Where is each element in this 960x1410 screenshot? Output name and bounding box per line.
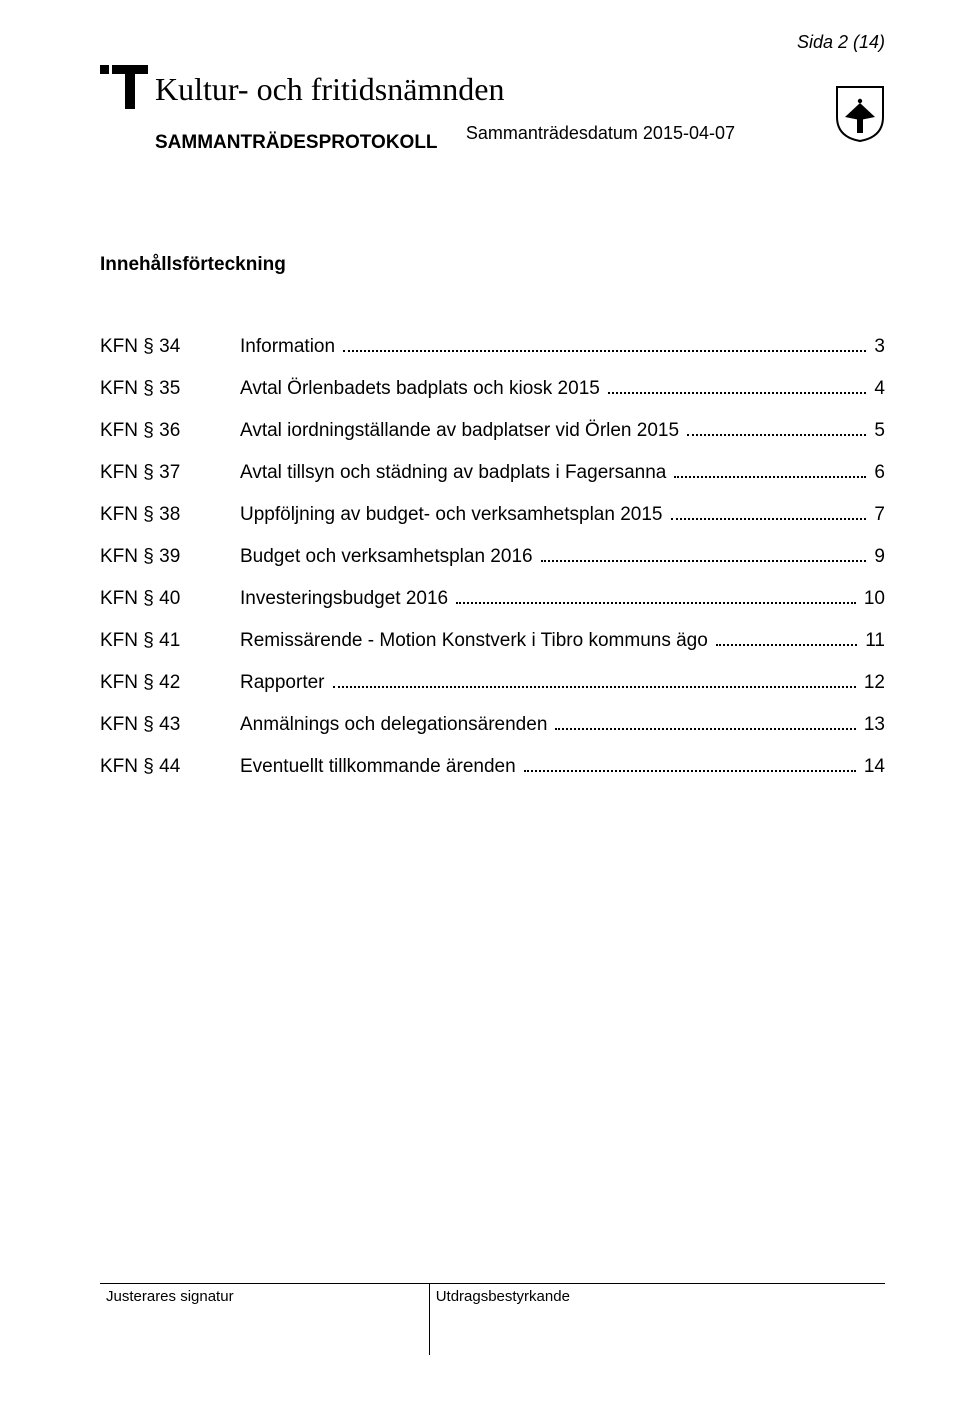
body: Innehållsförteckning KFN § 34Information… [100,254,885,778]
toc-key: KFN § 38 [100,504,240,526]
toc-page: 6 [870,462,885,484]
toc-text: Budget och verksamhetsplan 2016 [240,546,537,568]
toc-heading: Innehållsförteckning [100,254,885,276]
toc-text: Information [240,336,339,358]
toc-key: KFN § 34 [100,336,240,358]
toc-key: KFN § 37 [100,462,240,484]
toc-page: 11 [861,630,885,652]
toc-page: 14 [860,756,885,778]
toc-page: 7 [870,504,885,526]
toc-row: KFN § 34Information 3 [100,336,885,358]
main-title: Kultur- och fritidsnämnden [155,65,885,108]
toc-row: KFN § 37Avtal tillsyn och städning av ba… [100,462,885,484]
footer-left: Justerares signatur [100,1284,430,1355]
toc-dots [687,434,866,436]
toc-key: KFN § 40 [100,588,240,610]
toc-row: KFN § 40Investeringsbudget 2016 10 [100,588,885,610]
page-number: Sida 2 (14) [797,32,885,53]
toc-dots [671,518,867,520]
page: Sida 2 (14) Kultur- och fritidsnämnden S… [0,0,960,1410]
toc-key: KFN § 42 [100,672,240,694]
toc-text: Anmälnings och delegationsärenden [240,714,551,736]
toc-dots [333,686,856,688]
toc-dots [524,770,856,772]
footer: Justerares signatur Utdragsbestyrkande [100,1283,885,1355]
toc-key: KFN § 41 [100,630,240,652]
toc-text: Avtal Örlenbadets badplats och kiosk 201… [240,378,604,400]
toc-text: Remissärende - Motion Konstverk i Tibro … [240,630,712,652]
header: Kultur- och fritidsnämnden SAMMANTRÄDESP… [100,65,885,154]
toc-key: KFN § 44 [100,756,240,778]
toc-row: KFN § 36Avtal iordningställande av badpl… [100,420,885,442]
toc-dots [456,602,856,604]
toc-text: Avtal tillsyn och städning av badplats i… [240,462,670,484]
toc-text: Eventuellt tillkommande ärenden [240,756,520,778]
toc-row: KFN § 39Budget och verksamhetsplan 2016 9 [100,546,885,568]
meeting-date: Sammanträdesdatum 2015-04-07 [466,123,735,144]
toc-page: 10 [860,588,885,610]
organization-logo-icon [100,65,148,114]
toc-row: KFN § 35Avtal Örlenbadets badplats och k… [100,378,885,400]
toc-page: 9 [870,546,885,568]
toc-dots [716,644,857,646]
toc-dots [541,560,867,562]
toc-page: 4 [870,378,885,400]
toc-row: KFN § 38Uppföljning av budget- och verks… [100,504,885,526]
toc-key: KFN § 35 [100,378,240,400]
toc-page: 5 [870,420,885,442]
toc-text: Uppföljning av budget- och verksamhetspl… [240,504,667,526]
toc-page: 12 [860,672,885,694]
toc-row: KFN § 42Rapporter 12 [100,672,885,694]
toc-key: KFN § 43 [100,714,240,736]
toc-key: KFN § 39 [100,546,240,568]
toc-text: Avtal iordningställande av badplatser vi… [240,420,683,442]
toc-row: KFN § 41Remissärende - Motion Konstverk … [100,630,885,652]
toc-dots [674,476,866,478]
municipality-shield-icon [835,85,885,148]
toc-text: Investeringsbudget 2016 [240,588,452,610]
toc-list: KFN § 34Information 3 KFN § 35Avtal Örlenb… [100,336,885,778]
toc-dots [608,392,867,394]
toc-row: KFN § 43Anmälnings och delegationsärende… [100,714,885,736]
toc-dots [555,728,855,730]
toc-page: 3 [870,336,885,358]
footer-right: Utdragsbestyrkande [430,1284,885,1355]
toc-row: KFN § 44Eventuellt tillkommande ärenden 1… [100,756,885,778]
toc-key: KFN § 36 [100,420,240,442]
toc-dots [343,350,866,352]
toc-text: Rapporter [240,672,329,694]
toc-page: 13 [860,714,885,736]
